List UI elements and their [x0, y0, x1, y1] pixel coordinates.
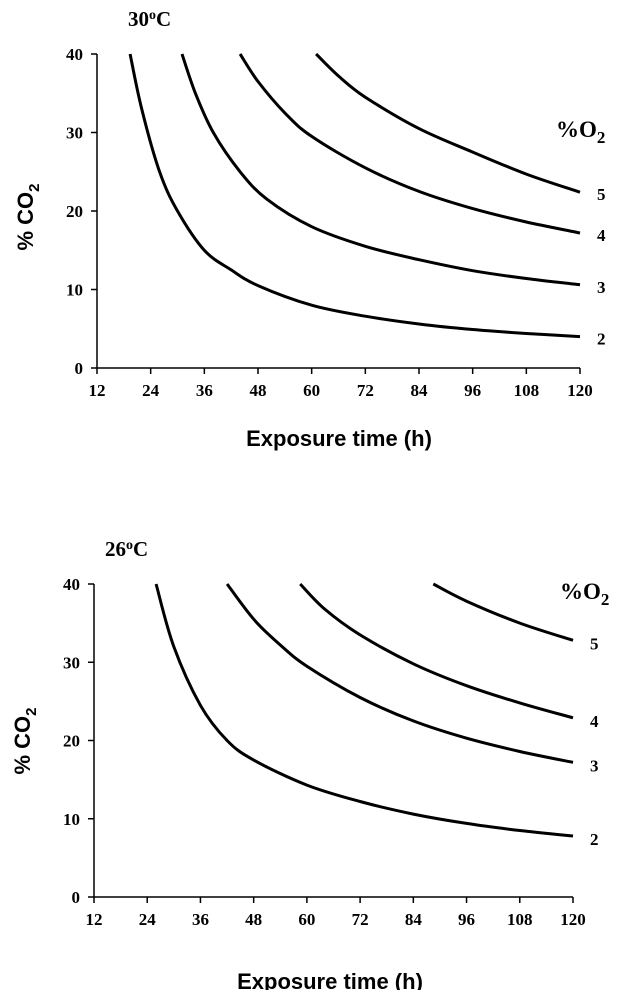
legend-title: %O2 [556, 117, 605, 147]
x-tick-label: 96 [458, 910, 475, 929]
y-tick-label: 0 [75, 359, 84, 378]
y-axis-label-main: % CO [10, 716, 35, 775]
y-axis-label: % CO2 [10, 707, 40, 774]
x-axis-label: Exposure time (h) [246, 426, 432, 451]
series-line-o2-3 [225, 583, 574, 764]
series-label-o2-3: 3 [597, 278, 606, 297]
series-label-o2-3: 3 [590, 756, 599, 775]
y-tick-label: 20 [66, 202, 83, 221]
x-tick-label: 24 [139, 910, 157, 929]
x-tick-label: 108 [514, 381, 540, 400]
y-tick-label: 30 [66, 124, 83, 143]
series-label-o2-2: 2 [597, 330, 606, 349]
series-line-o2-3 [180, 53, 581, 287]
y-tick-label: 10 [66, 281, 83, 300]
y-tick-label: 40 [66, 45, 83, 64]
chart-30c: 12 24 36 48 60 72 84 96 108 12001020304030oC%O2% … [13, 7, 606, 451]
series-label-o2-5: 5 [597, 185, 606, 204]
x-tick-label: 72 [357, 381, 374, 400]
y-tick-label: 20 [63, 732, 80, 751]
x-tick-label: 36 [192, 910, 209, 929]
x-tick-label: 96 [464, 381, 481, 400]
legend-title-sub: 2 [601, 590, 610, 609]
series-label-o2-4: 4 [597, 226, 606, 245]
temperature-degree: o [149, 8, 156, 23]
series-label-o2-2: 2 [590, 830, 599, 849]
legend-title-main: %O [556, 117, 597, 142]
x-tick-label: 24 [142, 381, 160, 400]
x-tick-label: 60 [298, 910, 315, 929]
x-tick-label: 60 [303, 381, 320, 400]
chart-26c: 12 24 36 48 60 72 84 96 108 12001020304026oC%O2% … [10, 537, 609, 990]
x-tick-label: 12 [86, 910, 103, 929]
series-line-o2-5 [315, 52, 581, 194]
temperature-unit: C [133, 537, 148, 561]
y-tick-label: 30 [63, 653, 80, 672]
chart-panel-30c: 12 24 36 48 60 72 84 96 108 120 0 10 20 30 40 30oC %O2% … [13, 7, 606, 451]
x-tick-label: 120 [560, 910, 586, 929]
y-axis-label-sub: 2 [23, 707, 40, 715]
series-line-o2-4 [238, 53, 581, 235]
x-tick-label: 12 [89, 381, 106, 400]
y-axis-label: % CO2 [13, 183, 43, 250]
y-tick-label: 10 [63, 810, 80, 829]
x-tick-label: 108 [507, 910, 533, 929]
y-tick-label: 40 [63, 575, 80, 594]
x-tick-label: 84 [405, 910, 423, 929]
x-tick-label: 48 [250, 381, 267, 400]
temperature-value: 30 [128, 7, 149, 31]
series-line-o2-4 [299, 582, 574, 720]
series-line-o2-2 [154, 583, 574, 838]
series-label-o2-5: 5 [590, 634, 599, 653]
x-tick-label: 36 [196, 381, 213, 400]
series-line-o2-2 [128, 53, 581, 339]
legend-title-main: %O [560, 579, 601, 604]
legend-title: %O2 [560, 579, 609, 609]
x-axis-label: Exposure time (h) [237, 969, 423, 990]
temperature-degree: o [126, 538, 133, 553]
y-axis-label-sub: 2 [26, 183, 43, 191]
temperature-label: 30oC [128, 7, 171, 31]
y-tick-label: 0 [72, 888, 81, 907]
series-line-o2-5 [432, 582, 574, 642]
temperature-value: 26 [105, 537, 126, 561]
series-label-o2-4: 4 [590, 712, 599, 731]
x-tick-label: 120 [567, 381, 593, 400]
legend-title-sub: 2 [597, 128, 606, 147]
temperature-unit: C [156, 7, 171, 31]
x-tick-label: 84 [411, 381, 429, 400]
x-tick-label: 48 [245, 910, 262, 929]
y-axis-label-main: % CO [13, 192, 38, 251]
temperature-label: 26oC [105, 537, 148, 561]
x-tick-label: 72 [352, 910, 369, 929]
chart-panel-26c: 12 24 36 48 60 72 84 96 108 120 0 10 20 30 40 26oC %O2% … [0, 495, 619, 990]
